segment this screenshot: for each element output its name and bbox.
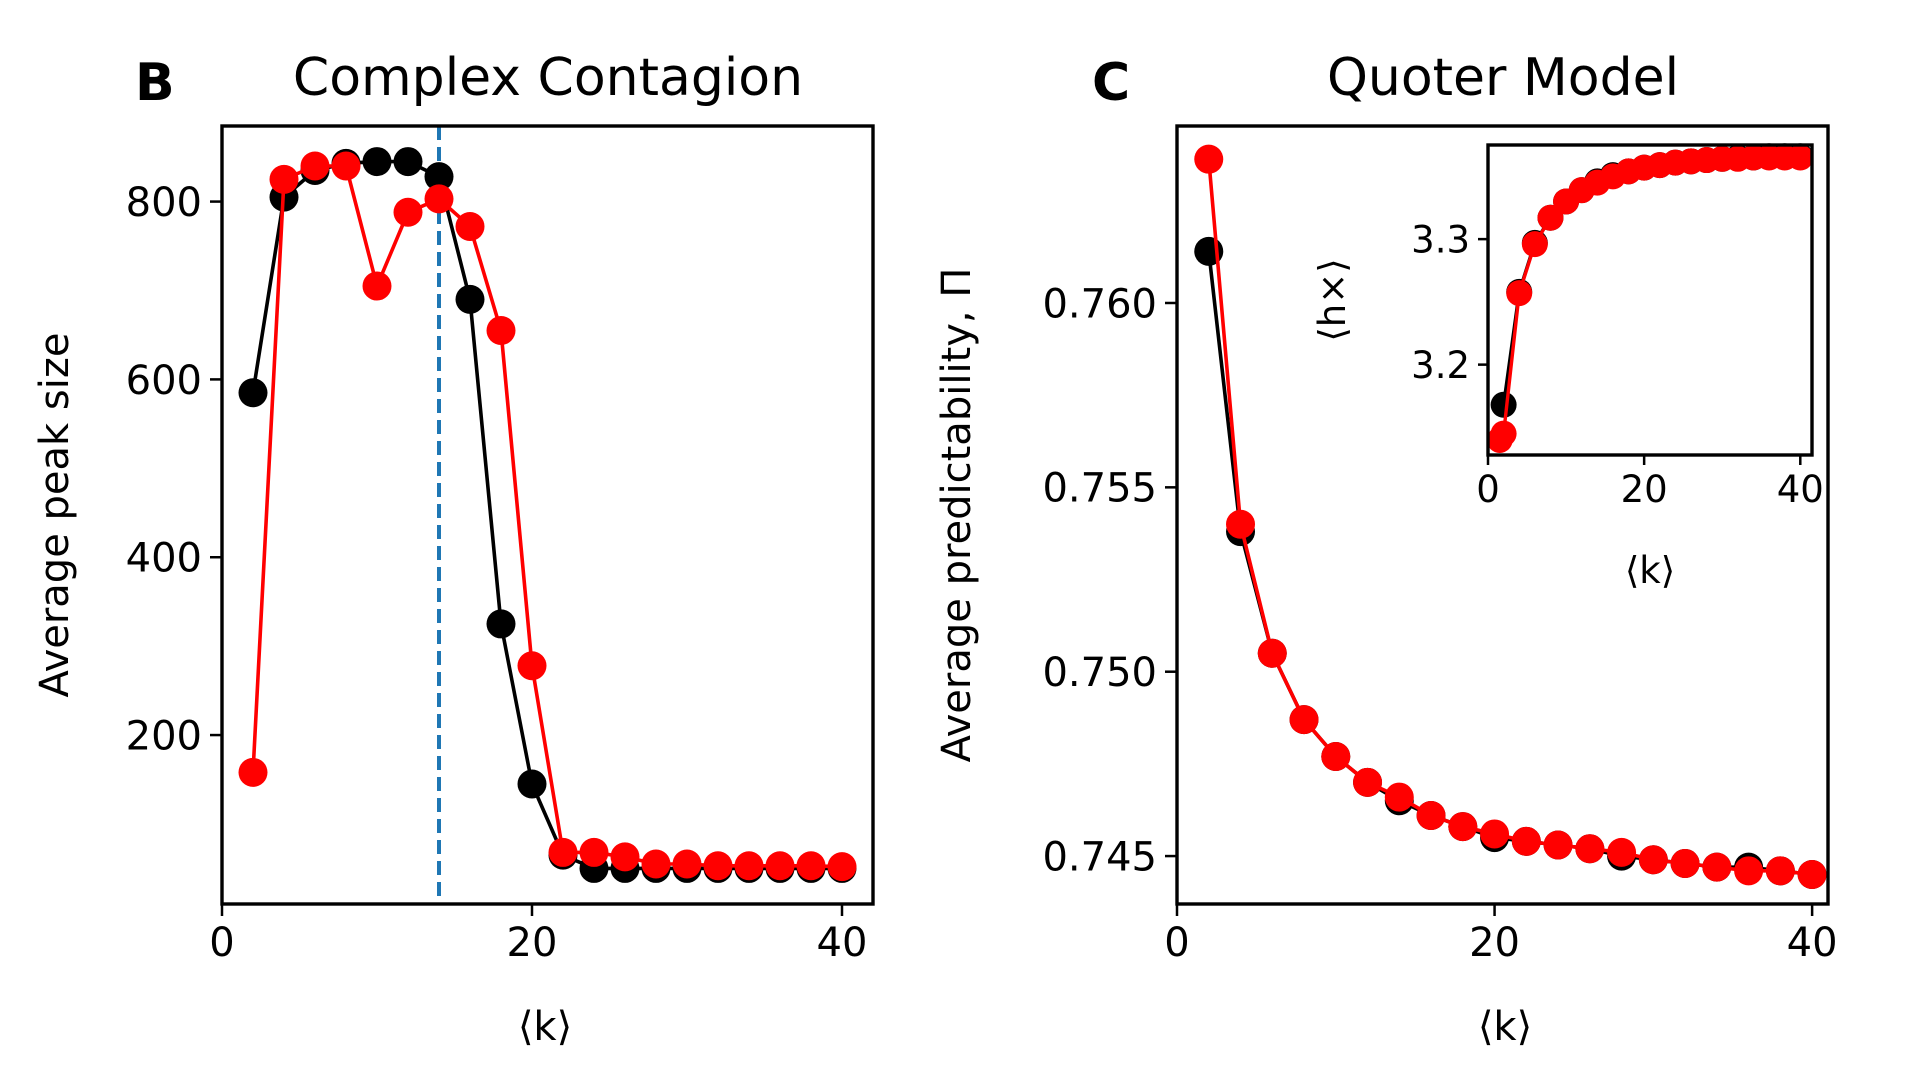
panel-b-series-1-point: [455, 211, 485, 241]
panel-b-y-tick-label: 600: [126, 358, 202, 404]
panel-c-x-tick-label: 40: [1787, 920, 1838, 966]
panel-c-axes-frame: [1175, 124, 1830, 906]
inset-series-1-point: [1506, 280, 1533, 307]
panel-c-series-1-point: [1226, 509, 1256, 539]
panel-b-series-0-point: [486, 609, 516, 639]
inset-series-0-point: [1490, 391, 1517, 418]
panel-c-x-tick-label: 0: [1164, 920, 1189, 966]
panel-c-plot-area: 0 20 40 0.745 0.750 0.755 0.760: [1042, 124, 1838, 966]
panel-c-quoter-model: C Quoter Model 0 20 40 0.745 0.750 0.755 0.760…: [934, 48, 1838, 1050]
inset-series-1-point: [1787, 144, 1814, 171]
panel-b-x-tick-label: 20: [507, 920, 558, 966]
panel-c-y-axis-label: Average predictability, Π: [934, 268, 980, 763]
panel-b-series-0-point: [393, 147, 423, 177]
panel-b-title: Complex Contagion: [293, 48, 803, 108]
panel-b-x-tick-label: 40: [817, 920, 868, 966]
panel-b-y-axis-label: Average peak size: [32, 333, 78, 698]
inset-x-tick-label: 20: [1621, 468, 1668, 511]
inset-x-tick-label: 40: [1777, 468, 1824, 511]
panel-c-series-1-point: [1702, 852, 1732, 882]
panel-c-series-1-point: [1480, 819, 1510, 849]
panel-c-series-1-point: [1448, 812, 1478, 842]
panel-b-series-1-point: [672, 849, 702, 879]
panel-b-series-1-point: [548, 837, 578, 867]
inset-x-axis-label: ⟨k⟩: [1625, 549, 1675, 592]
panel-c-y-tick-label: 0.760: [1042, 281, 1157, 327]
panel-b-series-0-point: [455, 284, 485, 314]
panel-c-inset: 0 20 40 3.2 3.3 ⟨k⟩ ⟨h×⟩: [1311, 143, 1824, 592]
panel-c-series-1-point: [1321, 742, 1351, 772]
inset-series-1-point: [1537, 204, 1564, 231]
panel-c-series-1-point: [1543, 830, 1573, 860]
panel-b-series-1-point: [517, 651, 547, 681]
panel-b-series-1-point: [734, 851, 764, 881]
panel-c-series-1-point: [1289, 705, 1319, 735]
panel-b-series-1-line: [251, 164, 843, 869]
panel-c-series-1-point: [1194, 144, 1224, 174]
panel-b-series-1-point: [486, 316, 516, 346]
panel-b-series-0-point: [362, 147, 392, 177]
panel-b-series-1-point: [362, 271, 392, 301]
panel-b-series-0-point: [238, 378, 268, 408]
panel-b-series-1-point: [238, 757, 268, 787]
panel-c-series-1-point: [1575, 834, 1605, 864]
panel-c-series-1-point: [1734, 856, 1764, 886]
panel-c-series-1-point: [1765, 856, 1795, 886]
panel-b-y-tick-label: 400: [126, 536, 202, 582]
panel-c-x-axis-label: ⟨k⟩: [1478, 1004, 1532, 1050]
panel-c-y-tick-label: 0.745: [1042, 834, 1157, 880]
inset-background: [1488, 145, 1812, 455]
panel-b-series-1-point: [331, 151, 361, 181]
inset-series-1-point: [1521, 231, 1548, 258]
panel-c-series-1-point: [1797, 860, 1827, 890]
panel-c-series-1-point: [1511, 826, 1541, 856]
panel-b-x-tick-label: 0: [209, 920, 234, 966]
panel-b-series-1-point: [765, 851, 795, 881]
panel-b-x-axis-label: ⟨k⟩: [518, 1004, 572, 1050]
panel-b-series-0-point: [517, 769, 547, 799]
panel-b-series-1-point: [269, 164, 299, 194]
panel-c-series-1-point: [1257, 638, 1287, 668]
panel-c-x-tick-label: 20: [1469, 920, 1520, 966]
panel-c-series-1-point: [1670, 848, 1700, 878]
inset-y-tick-label: 3.3: [1411, 218, 1470, 261]
panel-b-y-tick-label: 200: [126, 713, 202, 759]
inset-axes-frame: [1486, 143, 1814, 457]
panel-b-series-1-point: [827, 852, 857, 882]
panel-letter-b: B: [135, 53, 175, 113]
panel-c-title: Quoter Model: [1327, 48, 1679, 108]
panel-b-series-1-point: [796, 851, 826, 881]
panel-b-series-1-point: [641, 849, 671, 879]
panel-c-series-1-point: [1353, 767, 1383, 797]
panel-b-series-1-point: [579, 837, 609, 867]
panel-c-series-1-point: [1384, 782, 1414, 812]
inset-y-axis-label: ⟨h×⟩: [1311, 258, 1354, 341]
panel-c-series-1-point: [1638, 845, 1668, 875]
inset-plot-area: 0 20 40 3.2 3.3: [1411, 143, 1824, 511]
panel-b-plot-area: 0 20 40 200 400 600 800: [126, 124, 875, 966]
panel-b-series-1-point: [300, 151, 330, 181]
panel-letter-c: C: [1092, 53, 1130, 113]
inset-series-1-point: [1490, 420, 1517, 447]
panel-b-complex-contagion: B Complex Contagion 0 20 40 200 400 600 800 ⟨k…: [32, 48, 875, 1050]
inset-x-tick-label: 0: [1476, 468, 1500, 511]
panel-b-series-0-point: [424, 162, 454, 192]
inset-y-tick-label: 3.2: [1411, 344, 1470, 387]
panel-b-axes-frame: [220, 124, 875, 906]
panel-b-y-tick-label: 800: [126, 180, 202, 226]
panel-b-series-1-point: [393, 197, 423, 227]
panel-c-y-tick-label: 0.750: [1042, 650, 1157, 696]
panel-b-series-1-point: [424, 184, 454, 214]
panel-b-series-1-point: [703, 851, 733, 881]
panel-c-y-tick-label: 0.755: [1042, 466, 1157, 512]
panel-b-series-1-point: [610, 842, 640, 872]
panel-c-series-1-point: [1607, 837, 1637, 867]
panel-c-series-1-point: [1416, 801, 1446, 831]
